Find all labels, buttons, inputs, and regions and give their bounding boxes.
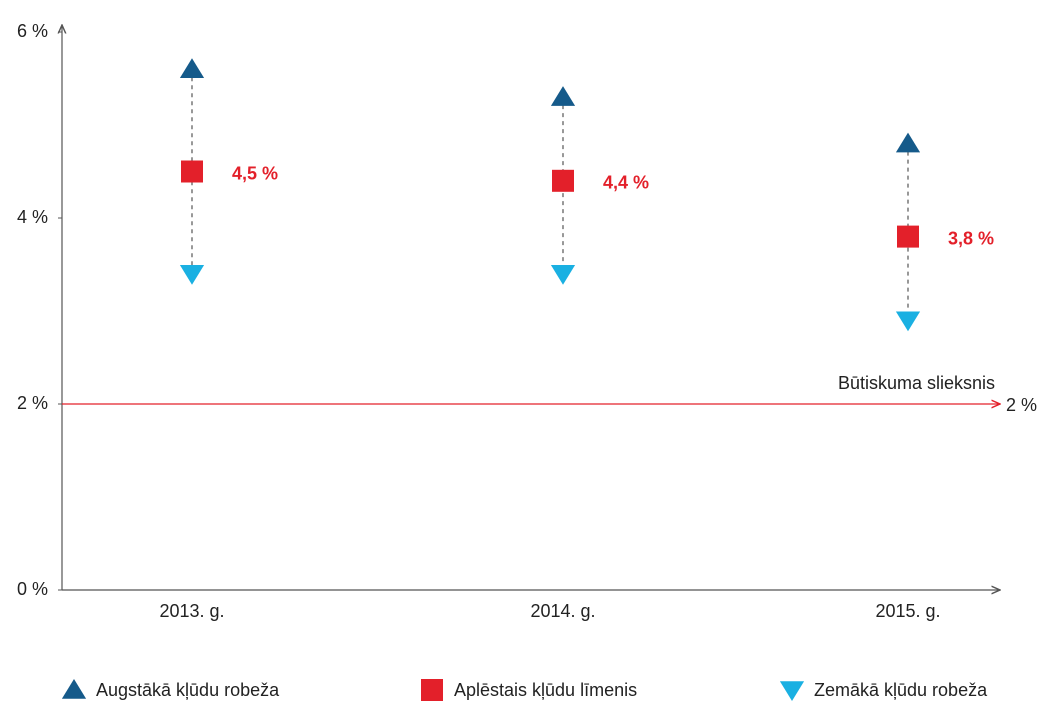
marker-square — [552, 169, 574, 192]
marker-triangle-up — [179, 58, 205, 78]
threshold-label: Būtiskuma slieksnis — [838, 373, 995, 393]
legend-swatch — [779, 681, 805, 701]
x-tick-label: 2014. g. — [530, 601, 595, 621]
marker-triangle-up — [550, 86, 576, 106]
data-label: 3,8 % — [948, 228, 994, 248]
legend-label: Augstākā kļūdu robeža — [96, 680, 280, 700]
y-tick-label: 2 % — [17, 393, 48, 413]
threshold-value: 2 % — [1006, 395, 1037, 415]
marker-triangle-down — [895, 311, 921, 332]
legend-swatch — [421, 679, 443, 701]
legend-label: Aplēstais kļūdu līmenis — [454, 680, 637, 700]
y-tick-label: 6 % — [17, 21, 48, 41]
legend-label: Zemākā kļūdu robeža — [814, 680, 988, 700]
marker-triangle-up — [895, 132, 921, 153]
marker-triangle-down — [179, 265, 205, 285]
x-tick-label: 2015. g. — [875, 601, 940, 621]
marker-triangle-down — [550, 265, 576, 285]
y-tick-label: 0 % — [17, 579, 48, 599]
data-label: 4,5 % — [232, 163, 278, 183]
legend-swatch — [61, 679, 87, 699]
y-tick-label: 4 % — [17, 207, 48, 227]
data-label: 4,4 % — [603, 173, 649, 193]
marker-square — [897, 225, 919, 248]
x-tick-label: 2013. g. — [159, 601, 224, 621]
marker-square — [181, 160, 203, 183]
